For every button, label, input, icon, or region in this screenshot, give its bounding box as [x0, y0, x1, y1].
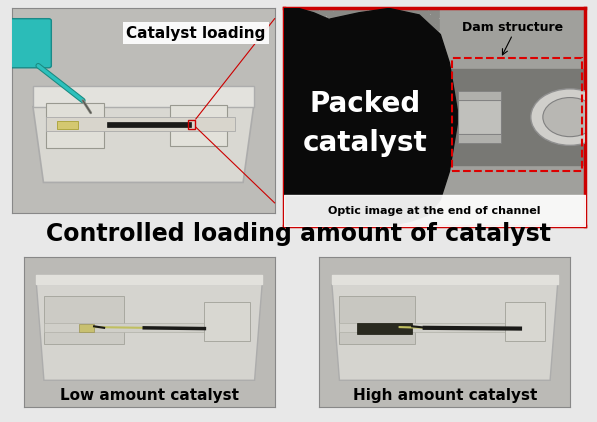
Polygon shape	[284, 8, 458, 226]
Bar	[340, 323, 545, 333]
Bar	[505, 302, 545, 341]
Text: High amount catalyst: High amount catalyst	[353, 388, 537, 403]
Bar	[44, 323, 250, 333]
Bar	[204, 302, 250, 341]
Bar	[188, 120, 195, 129]
Bar	[357, 323, 412, 334]
Text: Packed: Packed	[309, 90, 421, 118]
Bar	[57, 121, 78, 129]
Bar	[458, 100, 501, 135]
Bar	[79, 324, 94, 333]
Bar	[453, 58, 582, 171]
Bar	[170, 105, 227, 146]
Text: Controlled loading amount of catalyst: Controlled loading amount of catalyst	[46, 222, 551, 246]
Bar	[46, 117, 235, 131]
Bar	[106, 122, 190, 127]
Bar	[46, 103, 104, 148]
Circle shape	[531, 89, 597, 145]
Polygon shape	[33, 107, 254, 182]
Bar	[458, 91, 501, 100]
Circle shape	[543, 97, 597, 137]
Text: Catalyst loading: Catalyst loading	[126, 25, 266, 41]
Text: Dam structure: Dam structure	[462, 22, 563, 35]
Text: Optic image at the end of channel: Optic image at the end of channel	[328, 206, 540, 216]
Polygon shape	[33, 86, 254, 107]
FancyBboxPatch shape	[10, 19, 51, 68]
Bar	[340, 296, 415, 344]
Text: Low amount catalyst: Low amount catalyst	[60, 388, 239, 403]
Bar	[458, 135, 501, 143]
Text: catalyst: catalyst	[303, 129, 427, 157]
Polygon shape	[36, 284, 262, 380]
Bar	[44, 296, 124, 344]
Polygon shape	[332, 284, 558, 380]
